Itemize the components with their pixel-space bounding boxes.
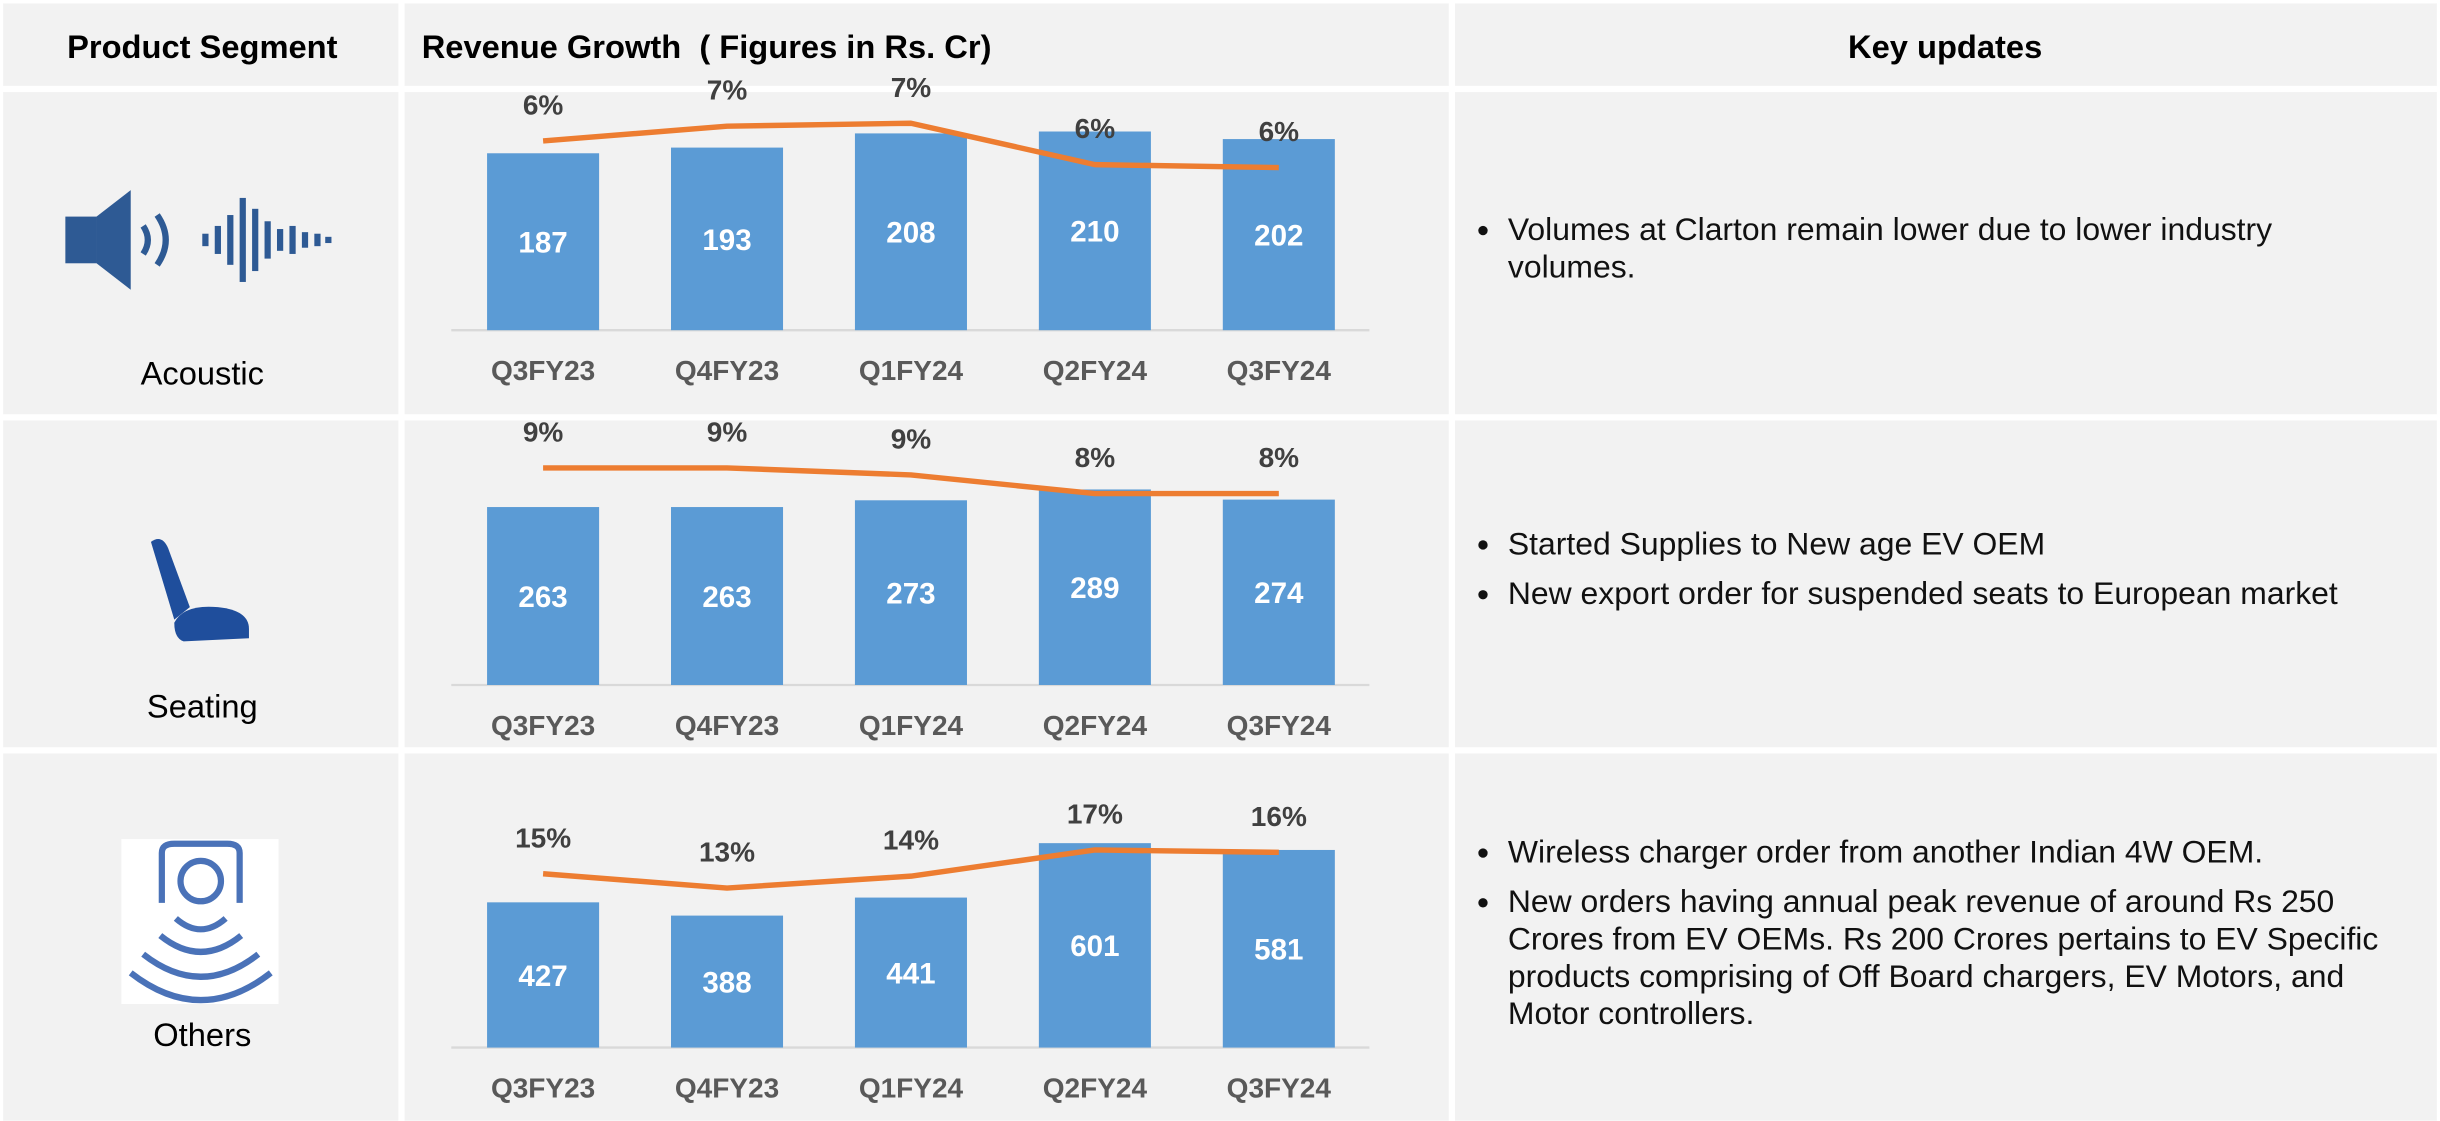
x-tick-label: Q3FY24: [1227, 710, 1332, 741]
growth-label: 6%: [523, 90, 564, 121]
bar: [487, 153, 600, 331]
bar-value-label: 263: [518, 581, 567, 614]
update-item: Wireless charger order from another Indi…: [1508, 834, 2404, 871]
x-tick-label: Q3FY23: [491, 710, 595, 741]
update-item: New export order for suspended seats to …: [1508, 576, 2404, 613]
segment-name: Acoustic: [141, 355, 264, 392]
x-tick-label: Q2FY24: [1043, 710, 1148, 741]
bar-value-label: 273: [886, 578, 935, 611]
growth-label: 6%: [1075, 113, 1116, 144]
x-tick-label: Q4FY23: [675, 710, 779, 741]
x-tick-label: Q1FY24: [859, 1072, 964, 1103]
growth-label: 9%: [891, 423, 932, 454]
bar-value-label: 202: [1254, 220, 1303, 253]
x-tick-label: Q3FY23: [491, 355, 595, 386]
bar-value-label: 263: [702, 581, 751, 614]
growth-label: 16%: [1251, 801, 1307, 832]
update-item: Volumes at Clarton remain lower due to l…: [1508, 212, 2404, 287]
segment-name: Seating: [147, 688, 258, 725]
growth-line: [542, 847, 1279, 891]
growth-line: [542, 120, 1279, 171]
bar-value-label: 581: [1254, 934, 1303, 967]
x-tick-label: Q4FY23: [675, 355, 779, 386]
x-tick-label: Q2FY24: [1043, 355, 1148, 386]
x-tick-label: Q3FY24: [1227, 355, 1332, 386]
bar: [1222, 139, 1335, 331]
update-list: Started Supplies to New age EV OEM New ex…: [1471, 526, 2405, 613]
bar: [1038, 843, 1151, 1048]
growth-label: 13%: [699, 837, 755, 868]
bar: [1222, 849, 1335, 1048]
x-tick-label: Q3FY23: [491, 1072, 595, 1103]
bar-value-label: 187: [518, 227, 567, 260]
bar-value-label: 208: [886, 217, 935, 250]
header-revenue: Revenue Growth ( Figures in Rs. Cr): [422, 28, 992, 65]
growth-label: 15%: [515, 822, 571, 853]
update-list: Wireless charger order from another Indi…: [1471, 834, 2405, 1033]
bar-value-label: 601: [1070, 930, 1119, 963]
growth-label: 7%: [891, 72, 932, 103]
growth-label: 9%: [707, 416, 748, 447]
x-tick-label: Q3FY24: [1227, 1072, 1332, 1103]
header-updates: Key updates: [1848, 28, 2042, 65]
bar-value-label: 193: [702, 224, 751, 257]
bar: [487, 902, 600, 1048]
update-list: Volumes at Clarton remain lower due to l…: [1471, 212, 2405, 287]
growth-label: 9%: [523, 416, 564, 447]
x-tick-label: Q2FY24: [1043, 1072, 1148, 1103]
growth-label: 6%: [1259, 116, 1300, 147]
bar-value-label: 427: [518, 960, 567, 993]
segment-name: Others: [153, 1016, 251, 1053]
bar: [1222, 499, 1335, 685]
growth-line: [543, 465, 1279, 497]
key-updates: Started Supplies to New age EV OEM New ex…: [1471, 526, 2405, 806]
x-tick-label: Q4FY23: [675, 1072, 779, 1103]
growth-label: 8%: [1259, 442, 1300, 473]
key-updates: Wireless charger order from another Indi…: [1471, 834, 2405, 1114]
update-item: New orders having annual peak revenue of…: [1508, 884, 2404, 1033]
bar-value-label: 289: [1070, 572, 1119, 605]
growth-label: 17%: [1067, 799, 1123, 830]
bar: [854, 133, 967, 331]
bar: [854, 500, 967, 685]
speaker-icon: [65, 190, 332, 290]
bar-value-label: 274: [1254, 577, 1304, 610]
charger-icon: [121, 839, 279, 1004]
bar: [671, 507, 784, 685]
bar: [1038, 489, 1151, 685]
bar: [487, 507, 600, 685]
seat-icon: [150, 539, 249, 642]
bar: [671, 147, 784, 331]
header-segment: Product Segment: [67, 28, 337, 65]
x-tick-label: Q1FY24: [859, 355, 964, 386]
x-tick-label: Q1FY24: [859, 710, 964, 741]
key-updates: Volumes at Clarton remain lower due to l…: [1471, 212, 2405, 492]
bar-value-label: 210: [1070, 216, 1119, 249]
bar: [671, 915, 784, 1048]
growth-label: 7%: [707, 75, 748, 106]
update-item: Started Supplies to New age EV OEM: [1508, 526, 2404, 563]
bar-value-label: 441: [886, 957, 935, 990]
growth-label: 8%: [1075, 442, 1116, 473]
bar-value-label: 388: [702, 966, 751, 999]
bar: [854, 897, 967, 1048]
growth-label: 14%: [883, 825, 939, 856]
